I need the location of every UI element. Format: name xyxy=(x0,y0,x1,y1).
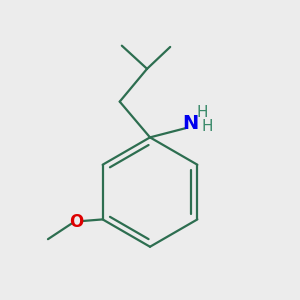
Text: N: N xyxy=(182,114,198,134)
Text: H: H xyxy=(197,105,208,120)
Text: O: O xyxy=(69,212,84,230)
Text: H: H xyxy=(202,118,213,134)
